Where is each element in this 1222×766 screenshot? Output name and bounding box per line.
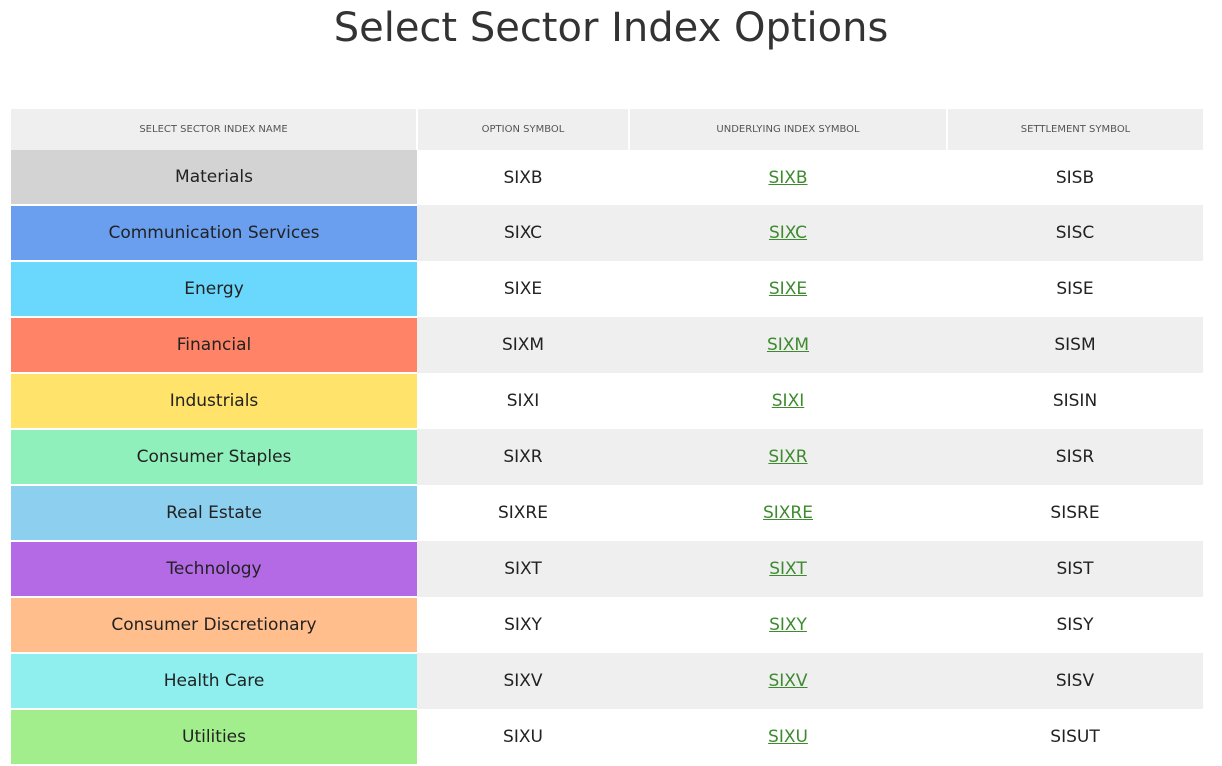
table-row: Communication Services SIXC SIXC SISC: [11, 205, 1203, 262]
table-row: Energy SIXE SIXE SISE: [11, 261, 1203, 318]
option-symbol-cell: SIXY: [417, 597, 629, 653]
sector-name-cell: Real Estate: [11, 485, 417, 542]
option-symbol-cell: SIXC: [417, 205, 629, 261]
header-sector-index-name: SELECT SECTOR INDEX NAME: [11, 109, 417, 150]
settlement-symbol-cell: SISR: [947, 429, 1203, 485]
table-row: Consumer Staples SIXR SIXR SISR: [11, 429, 1203, 486]
option-symbol-cell: SIXT: [417, 541, 629, 597]
table-row: Real Estate SIXRE SIXRE SISRE: [11, 485, 1203, 542]
underlying-index-symbol-cell: SIXC: [629, 205, 947, 261]
table-header-row: SELECT SECTOR INDEX NAME OPTION SYMBOL U…: [11, 109, 1203, 150]
underlying-index-symbol-cell: SIXU: [629, 709, 947, 765]
option-symbol-cell: SIXE: [417, 261, 629, 317]
header-underlying-index-symbol: UNDERLYING INDEX SYMBOL: [628, 109, 947, 150]
underlying-index-link[interactable]: SIXY: [769, 615, 807, 635]
option-symbol-cell: SIXI: [417, 373, 629, 429]
sector-index-table: SELECT SECTOR INDEX NAME OPTION SYMBOL U…: [11, 109, 1203, 766]
underlying-index-symbol-cell: SIXR: [629, 429, 947, 485]
settlement-symbol-cell: SISUT: [947, 709, 1203, 765]
table-row: Utilities SIXU SIXU SISUT: [11, 709, 1203, 766]
table-row: Industrials SIXI SIXI SISIN: [11, 373, 1203, 430]
table-body: Materials SIXB SIXB SISB Communication Servi…: [11, 150, 1203, 766]
sector-name-cell: Health Care: [11, 653, 417, 710]
underlying-index-symbol-cell: SIXM: [629, 317, 947, 373]
table-row: Consumer Discretionary SIXY SIXY SISY: [11, 597, 1203, 654]
underlying-index-symbol-cell: SIXI: [629, 373, 947, 429]
underlying-index-link[interactable]: SIXT: [769, 559, 807, 579]
sector-name-cell: Consumer Staples: [11, 429, 417, 486]
table-row: Materials SIXB SIXB SISB: [11, 150, 1203, 206]
underlying-index-link[interactable]: SIXM: [766, 335, 810, 355]
header-option-symbol: OPTION SYMBOL: [416, 109, 629, 150]
underlying-index-link[interactable]: SIXC: [768, 223, 808, 243]
underlying-index-link[interactable]: SIXV: [768, 671, 808, 691]
underlying-index-symbol-cell: SIXRE: [629, 485, 947, 541]
page-title: Select Sector Index Options: [333, 5, 889, 51]
option-symbol-cell: SIXR: [417, 429, 629, 485]
underlying-index-symbol-cell: SIXT: [629, 541, 947, 597]
settlement-symbol-cell: SISY: [947, 597, 1203, 653]
sector-name-cell: Energy: [11, 261, 417, 318]
settlement-symbol-cell: SISE: [947, 261, 1203, 317]
option-symbol-cell: SIXRE: [417, 485, 629, 541]
settlement-symbol-cell: SISRE: [947, 485, 1203, 541]
settlement-symbol-cell: SISM: [947, 317, 1203, 373]
sector-name-cell: Technology: [11, 541, 417, 598]
table-row: Financial SIXM SIXM SISM: [11, 317, 1203, 374]
underlying-index-link[interactable]: SIXR: [768, 447, 808, 467]
table-row: Health Care SIXV SIXV SISV: [11, 653, 1203, 710]
settlement-symbol-cell: SIST: [947, 541, 1203, 597]
underlying-index-link[interactable]: SIXB: [768, 167, 808, 188]
sector-name-cell: Consumer Discretionary: [11, 597, 417, 654]
sector-name-cell: Materials: [11, 150, 417, 206]
underlying-index-symbol-cell: SIXE: [629, 261, 947, 317]
settlement-symbol-cell: SISV: [947, 653, 1203, 709]
option-symbol-cell: SIXB: [417, 150, 629, 205]
settlement-symbol-cell: SISIN: [947, 373, 1203, 429]
settlement-symbol-cell: SISC: [947, 205, 1203, 261]
underlying-index-link[interactable]: SIXI: [771, 391, 805, 411]
option-symbol-cell: SIXM: [417, 317, 629, 373]
option-symbol-cell: SIXU: [417, 709, 629, 765]
sector-name-cell: Industrials: [11, 373, 417, 430]
sector-name-cell: Utilities: [11, 709, 417, 766]
underlying-index-symbol-cell: SIXB: [629, 150, 947, 205]
sector-name-cell: Financial: [11, 317, 417, 374]
header-settlement-symbol: SETTLEMENT SYMBOL: [946, 109, 1203, 150]
underlying-index-link[interactable]: SIXRE: [762, 503, 813, 523]
underlying-index-link[interactable]: SIXU: [768, 727, 808, 747]
settlement-symbol-cell: SISB: [947, 150, 1203, 205]
table-row: Technology SIXT SIXT SIST: [11, 541, 1203, 598]
option-symbol-cell: SIXV: [417, 653, 629, 709]
underlying-index-symbol-cell: SIXY: [629, 597, 947, 653]
underlying-index-link[interactable]: SIXE: [768, 279, 808, 299]
underlying-index-symbol-cell: SIXV: [629, 653, 947, 709]
sector-name-cell: Communication Services: [11, 205, 417, 262]
